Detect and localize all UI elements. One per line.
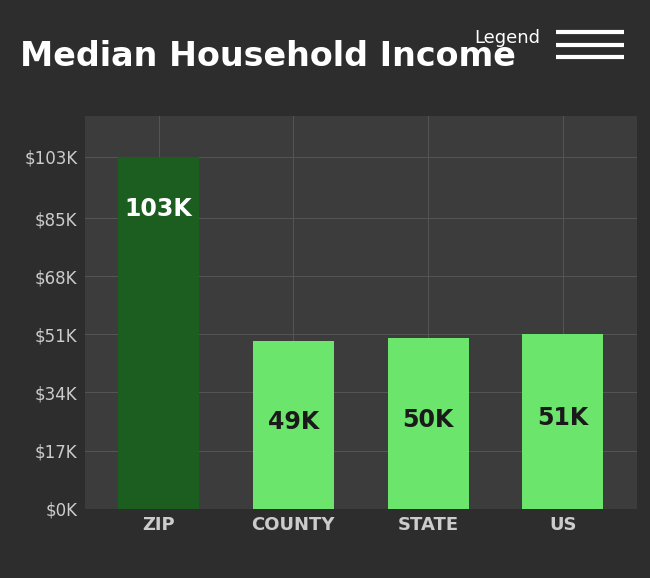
Bar <box>523 334 603 509</box>
Text: 51K: 51K <box>538 406 588 430</box>
Text: 103K: 103K <box>125 198 192 221</box>
Text: 50K: 50K <box>402 407 454 432</box>
Text: 49K: 49K <box>268 410 319 434</box>
Text: Median Household Income: Median Household Income <box>20 40 515 73</box>
Bar <box>118 157 199 509</box>
Bar <box>387 338 469 509</box>
Text: Legend: Legend <box>474 29 541 47</box>
Bar <box>253 341 334 509</box>
